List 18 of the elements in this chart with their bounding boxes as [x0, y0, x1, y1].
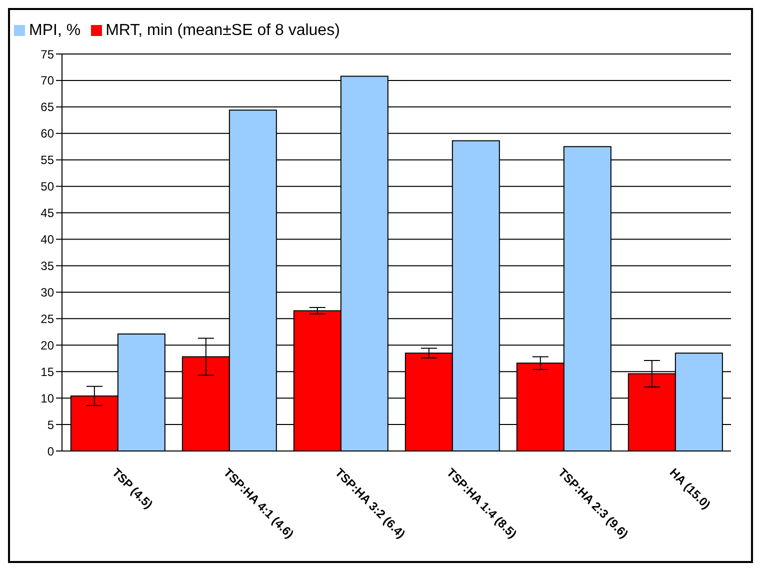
y-tick-label: 35	[40, 258, 54, 273]
y-tick-label: 30	[40, 285, 54, 300]
y-tick-label: 10	[40, 391, 54, 406]
y-tick-label: 45	[40, 206, 54, 220]
y-tick-label: 0	[47, 444, 54, 458]
y-tick-label: 55	[40, 153, 54, 168]
legend-label: MRT, min (mean±SE of 8 values)	[106, 22, 340, 39]
y-tick-label: 25	[40, 312, 54, 326]
y-tick-label: 75	[40, 47, 54, 62]
legend-label: MPI, %	[29, 22, 81, 39]
y-tick-label: 60	[40, 126, 54, 141]
y-tick-label: 5	[47, 418, 54, 432]
y-tick-label: 15	[40, 364, 54, 379]
y-tick-label: 70	[40, 74, 54, 88]
y-tick-label: 50	[40, 180, 54, 194]
y-tick-label: 40	[40, 232, 54, 247]
y-tick-label: 65	[40, 100, 54, 114]
y-tick-label: 20	[40, 338, 54, 352]
